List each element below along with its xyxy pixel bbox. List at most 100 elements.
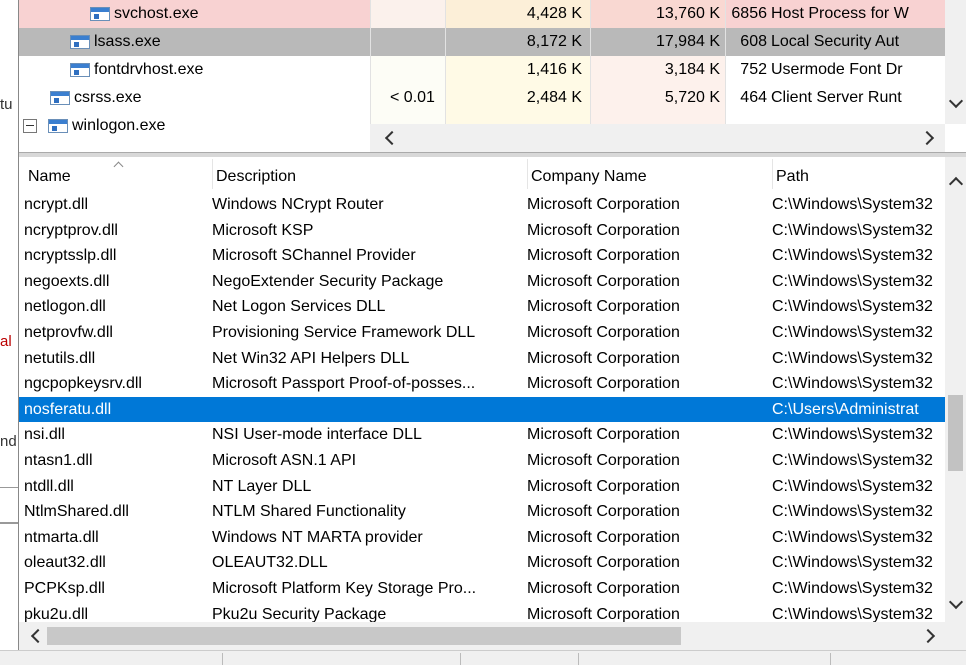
cell-bg — [19, 84, 370, 112]
cell-bg — [19, 0, 370, 28]
dll-row[interactable]: ncryptsslp.dll Microsoft SChannel Provide… — [19, 243, 945, 269]
column-divider — [725, 84, 726, 112]
column-header[interactable]: Company Name — [531, 168, 647, 185]
column-divider — [725, 56, 726, 84]
company: Microsoft Corporation — [527, 452, 680, 469]
column-header[interactable]: Path — [776, 168, 809, 185]
company: Microsoft Corporation — [527, 349, 680, 367]
dll-description: Net Win32 API Helpers DLL — [212, 349, 410, 367]
dll-row[interactable]: nosferatu.dll C:\Users\Administrat — [19, 396, 945, 423]
dll-row[interactable]: oleaut32.dll OLEAUT32.DLL Microsoft Corpor… — [19, 550, 945, 576]
dll-description: NT Layer DLL — [212, 477, 312, 495]
cell-bg — [445, 84, 590, 112]
column-header[interactable]: Name — [28, 168, 71, 185]
dll-name: netprovfw.dll — [24, 324, 113, 341]
dll-description: NegoExtender Security Package — [212, 272, 444, 290]
private-bytes: 1,416 K — [526, 61, 582, 78]
company: Microsoft Corporation — [527, 503, 680, 521]
dll-name: ncryptprov.dll — [24, 221, 118, 239]
process-row[interactable]: lsass.exe 8,172 K 17,984 K 608 Local Securit… — [19, 28, 945, 56]
dll-name: pku2u.dll — [24, 605, 89, 623]
path: C:\Windows\System32 — [772, 605, 933, 623]
cell-bg — [445, 0, 590, 28]
dll-row[interactable]: ntdll.dll NT Layer DLL Microsoft Corporati… — [19, 474, 945, 500]
dll-row[interactable]: ntmarta.dll Windows NT MARTA provider Micr… — [19, 525, 945, 551]
company: Microsoft Corporation — [527, 580, 680, 597]
dll-name: ntdll.dll — [24, 477, 74, 495]
process-row[interactable]: svchost.exe 4,428 K 13,760 K 6856 Host Proce… — [19, 0, 945, 28]
process-tree: svchost.exe 4,428 K 13,760 K 6856 Host Proce… — [19, 0, 966, 152]
process-row[interactable]: csrss.exe < 0.01 2,484 K 5,720 K 464 Client S… — [19, 84, 945, 112]
fragment: tu — [0, 96, 13, 113]
dll-name: oleaut32.dll — [24, 554, 106, 572]
process-icon — [70, 63, 90, 77]
dll-row[interactable]: negoexts.dll NegoExtender Security Packag… — [19, 269, 945, 295]
fragment: al — [0, 333, 12, 350]
company: Microsoft Corporation — [527, 221, 680, 239]
dll-name: netutils.dll — [24, 349, 96, 367]
path: C:\Windows\System32 — [772, 247, 933, 265]
column-divider — [370, 56, 371, 84]
cell-bg — [725, 84, 945, 112]
dll-name: netlogon.dll — [24, 298, 106, 316]
dll-description: Microsoft KSP — [212, 221, 314, 239]
company: Microsoft Corporation — [527, 247, 680, 265]
divider — [0, 522, 18, 524]
dll-row[interactable]: pku2u.dll Pku2u Security Package Microsoft… — [19, 602, 945, 628]
column-divider — [445, 56, 446, 84]
h-scrollbar[interactable] — [370, 124, 945, 152]
dll-row[interactable]: netutils.dll Net Win32 API Helpers DLL Mic… — [19, 346, 945, 372]
dll-row[interactable]: ntasn1.dll Microsoft ASN.1 API Microsoft C… — [19, 448, 945, 474]
dll-row[interactable]: PCPKsp.dll Microsoft Platform Key Storage… — [19, 576, 945, 602]
private-bytes: 4,428 K — [526, 5, 582, 22]
scroll-thumb[interactable] — [47, 627, 681, 645]
dll-name: ntasn1.dll — [24, 452, 93, 469]
header — [19, 157, 945, 192]
dll-name: nosferatu.dll — [24, 400, 112, 418]
dll-row[interactable]: ncryptprov.dll Microsoft KSP Microsoft Cor… — [19, 218, 945, 244]
v-scrollbar[interactable] — [945, 0, 966, 124]
cell-bg — [725, 0, 945, 28]
process-name: lsass.exe — [94, 33, 161, 50]
header-divider — [527, 159, 528, 189]
pid: 752 — [740, 61, 767, 78]
process-row[interactable]: fontdrvhost.exe 1,416 K 3,184 K 752 Usermode… — [19, 56, 945, 84]
dll-row[interactable]: netlogon.dll Net Logon Services DLL Micros… — [19, 294, 945, 320]
process-icon — [50, 91, 70, 105]
path: C:\Windows\System32 — [772, 298, 933, 316]
company: Microsoft Corporation — [527, 554, 680, 572]
column-divider — [725, 0, 726, 28]
column-divider — [590, 28, 591, 56]
process-name: winlogon.exe — [72, 117, 166, 134]
scroll-thumb[interactable] — [948, 395, 963, 471]
process-name: csrss.exe — [74, 89, 142, 106]
column-header[interactable]: Description — [216, 168, 297, 185]
path: C:\Windows\System32 — [772, 221, 933, 239]
dll-row[interactable]: nsi.dll NSI User-mode interface DLL Micros… — [19, 422, 945, 448]
column-divider — [370, 28, 371, 56]
dll-row[interactable]: NtlmShared.dll NTLM Shared Functionality M… — [19, 499, 945, 525]
column-divider — [445, 84, 446, 112]
cpu: < 0.01 — [390, 89, 435, 106]
private-bytes: 2,484 K — [526, 89, 582, 106]
dll-description: NTLM Shared Functionality — [212, 503, 406, 521]
company: Microsoft Corporation — [527, 605, 680, 623]
column-divider — [370, 0, 371, 28]
dll-description: Microsoft ASN.1 API — [212, 452, 357, 469]
path: C:\Windows\System32 — [772, 324, 933, 341]
column-divider — [590, 84, 591, 112]
dll-row[interactable]: ncrypt.dll Windows NCrypt Router Microsoft… — [19, 192, 945, 218]
dll-name: nsi.dll — [24, 426, 65, 444]
working-set: 17,984 K — [655, 33, 720, 50]
column-divider — [590, 56, 591, 84]
column-divider — [445, 0, 446, 28]
v-scrollbar[interactable] — [945, 157, 966, 622]
process-name: svchost.exe — [114, 5, 199, 22]
description: Local Security Aut — [771, 33, 900, 50]
company: Microsoft Corporation — [527, 477, 680, 495]
dll-row[interactable]: ngcpopkeysrv.dll Microsoft Passport Proof… — [19, 371, 945, 397]
cell-bg — [590, 84, 725, 112]
tree-expander[interactable] — [23, 119, 37, 133]
pid: 464 — [740, 89, 767, 106]
dll-row[interactable]: netprovfw.dll Provisioning Service Framew… — [19, 320, 945, 346]
